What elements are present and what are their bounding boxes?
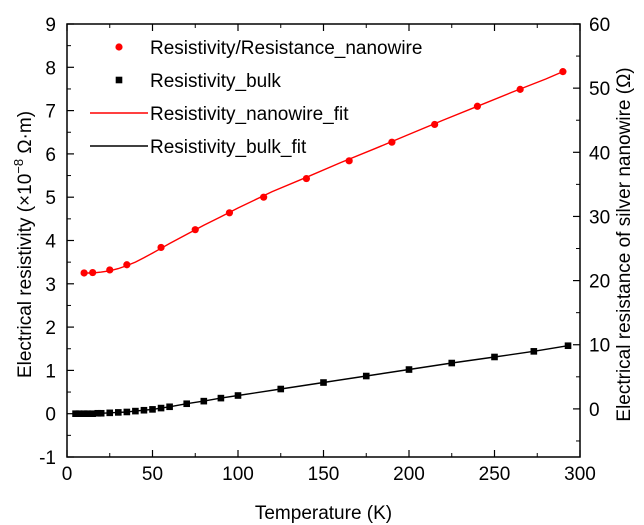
bulk-point xyxy=(320,379,327,386)
y-axis-left-title-prefix: Electrical resistivity (×10 xyxy=(15,174,36,378)
series-line-2 xyxy=(84,70,564,274)
bulk-point xyxy=(140,406,148,414)
bulk-point xyxy=(123,408,131,416)
bulk-point xyxy=(132,407,139,415)
nanowire-point xyxy=(106,266,114,274)
bulk-point xyxy=(564,342,572,350)
y-right-tick-label: 30 xyxy=(589,207,610,228)
y-axis-left-title-suffix: Ω·m) xyxy=(15,111,36,159)
nanowire-point xyxy=(516,85,524,93)
nanowire-point xyxy=(80,269,88,277)
y-tick-label: 1 xyxy=(45,361,56,382)
nanowire-point xyxy=(302,174,310,183)
legend-marker-square xyxy=(115,76,123,84)
x-tick-label: 50 xyxy=(142,464,163,485)
bulk-point xyxy=(106,409,114,417)
bulk-point xyxy=(80,410,88,417)
bulk-point xyxy=(183,400,190,408)
bulk-point xyxy=(115,409,122,416)
x-tick-label: 0 xyxy=(62,464,73,485)
y-tick-label: 5 xyxy=(45,188,56,209)
y-tick-label: 0 xyxy=(45,405,56,426)
legend-label: Resistivity/Resistance_nanowire xyxy=(150,38,422,59)
y-right-tick-label: 60 xyxy=(589,15,610,36)
y-tick-label: 8 xyxy=(45,58,56,79)
y-tick-label: 3 xyxy=(45,275,56,296)
bulk-point xyxy=(75,410,83,417)
nanowire-point xyxy=(559,68,567,76)
bulk-point xyxy=(491,353,498,361)
y-tick-label: 2 xyxy=(45,318,56,339)
nanowire-point xyxy=(260,193,268,201)
axis-ticks: 0 50 100 150 200 250 300 -1 0 1 2 3 4 5 6 7 8 9 0 10 20 30 40 5… xyxy=(39,15,610,485)
y-tick-label: 4 xyxy=(45,232,56,253)
legend: Resistivity/Resistance_nanowire Resistivi… xyxy=(90,38,422,158)
y-right-tick-label: 40 xyxy=(589,143,610,164)
y-tick-label: 7 xyxy=(45,102,56,123)
nanowire-point xyxy=(89,268,97,277)
x-tick-label: 250 xyxy=(479,464,511,485)
bulk-point xyxy=(149,406,156,413)
bulk-point xyxy=(217,394,225,402)
x-tick-label: 100 xyxy=(222,464,254,485)
bulk-point xyxy=(448,359,456,367)
y-right-tick-label: 50 xyxy=(589,79,610,100)
nanowire-point xyxy=(388,138,396,146)
nanowire-point xyxy=(473,102,481,110)
y-axis-right-title: Electrical resistance of silver nanowire… xyxy=(614,67,635,421)
bulk-point xyxy=(362,372,370,380)
y-tick-label: 9 xyxy=(45,15,56,36)
y-axis-left-title: Electrical resistivity (×10−8 Ω·m) xyxy=(11,111,36,378)
y-right-tick-label: 20 xyxy=(589,272,610,293)
x-axis-title: Temperature (K) xyxy=(255,503,392,524)
bulk-point xyxy=(89,410,96,417)
x-tick-label: 300 xyxy=(564,464,596,485)
bulk-point xyxy=(277,385,285,393)
bulk-point xyxy=(166,403,173,411)
bulk-point xyxy=(157,404,165,412)
y-tick-label: -1 xyxy=(39,448,56,469)
legend-marker-circle xyxy=(115,43,123,51)
legend-label: Resistivity_bulk xyxy=(150,71,281,92)
bulk-point xyxy=(200,397,208,405)
nanowire-point xyxy=(225,209,234,217)
y-axis-left-title-exponent: −8 xyxy=(11,159,26,174)
bulk-point xyxy=(97,409,105,417)
plot-frame xyxy=(66,23,581,458)
nanowire-point xyxy=(157,243,165,252)
y-right-tick-label: 10 xyxy=(589,336,610,357)
nanowire-point xyxy=(431,120,439,129)
x-tick-label: 200 xyxy=(393,464,425,485)
bulk-point xyxy=(84,410,91,417)
nanowire-point xyxy=(345,157,353,165)
legend-label: Resistivity_nanowire_fit xyxy=(150,104,349,125)
plot-marks xyxy=(72,68,572,417)
y-right-tick-label: 0 xyxy=(589,400,600,421)
nanowire-point xyxy=(123,261,131,269)
bulk-point xyxy=(530,348,538,355)
bulk-point xyxy=(94,409,102,417)
bulk-point xyxy=(234,392,242,399)
bulk-point xyxy=(405,366,413,373)
y-tick-label: 6 xyxy=(45,145,56,166)
nanowire-point xyxy=(191,226,199,234)
bulk-point xyxy=(72,410,79,417)
x-tick-label: 150 xyxy=(308,464,340,485)
legend-label: Resistivity_bulk_fit xyxy=(150,137,307,158)
